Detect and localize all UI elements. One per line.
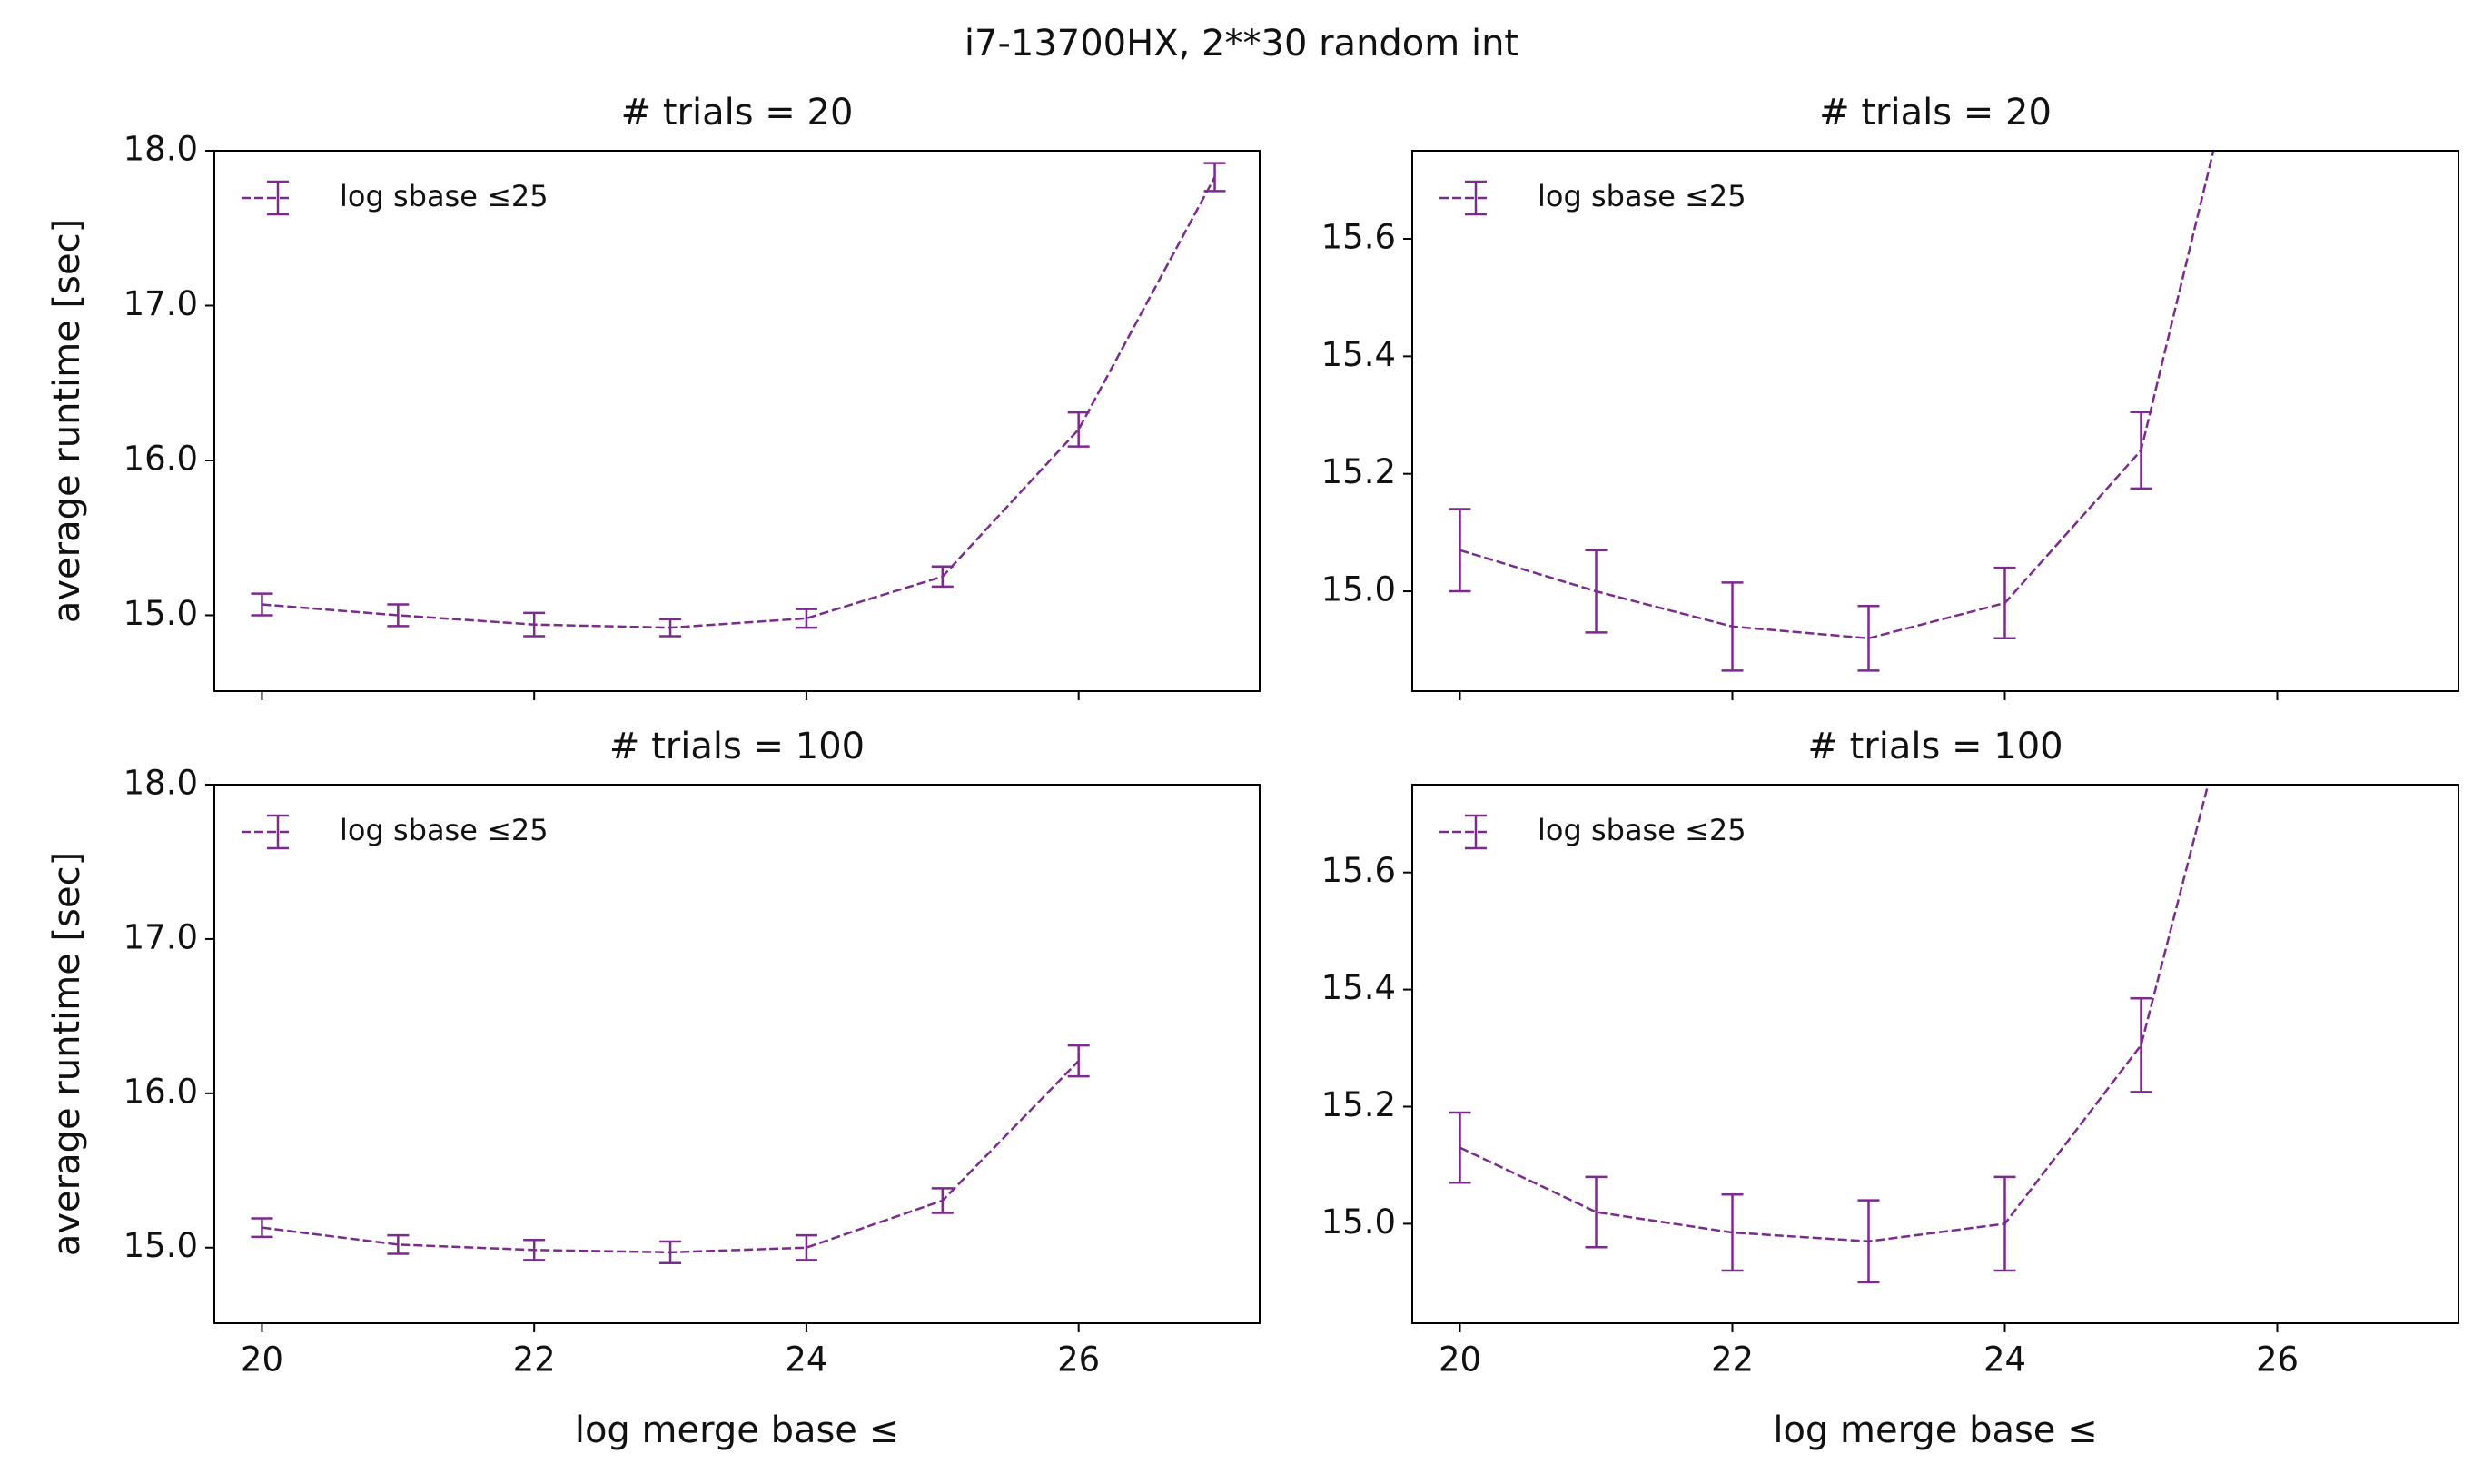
y-tick-label: 15.0 xyxy=(124,1226,198,1265)
y-tick-label: 18.0 xyxy=(124,130,198,169)
y-tick-label: 15.0 xyxy=(124,594,198,633)
x-axis-label: log merge base ≤ xyxy=(1773,1410,2097,1451)
legend-entry xyxy=(1439,180,1487,216)
y-tick-label: 17.0 xyxy=(124,284,198,323)
x-tick-label: 20 xyxy=(241,1341,283,1380)
y-tick-label: 15.0 xyxy=(1321,1202,1396,1242)
x-tick-label: 26 xyxy=(2256,1341,2299,1380)
axes-frame xyxy=(1411,784,2459,1324)
legend-entry xyxy=(1439,814,1487,850)
error-bar xyxy=(931,1187,954,1214)
y-tick-label: 15.6 xyxy=(1321,851,1396,890)
error-bar xyxy=(659,1240,682,1264)
error-bar xyxy=(795,1233,817,1261)
error-bar xyxy=(1449,508,1471,593)
legend-entry xyxy=(242,814,289,850)
y-tick-label: 15.2 xyxy=(1321,1085,1396,1124)
plot-area xyxy=(251,1044,1090,1264)
x-tick-label: 22 xyxy=(1711,1341,1754,1380)
plot-area xyxy=(1449,151,2215,672)
y-axis-label: average runtime [sec] xyxy=(46,219,88,623)
x-tick-label: 26 xyxy=(1057,1341,1100,1380)
subplot-title: # trials = 20 xyxy=(621,92,854,134)
y-tick-label: 15.2 xyxy=(1321,452,1396,491)
error-bar xyxy=(1857,1199,1880,1284)
y-tick-label: 15.4 xyxy=(1321,968,1396,1007)
error-bar xyxy=(1993,566,2016,640)
legend-label: log sbase ≤25 xyxy=(340,179,549,213)
error-bar xyxy=(1721,1192,1744,1272)
y-tick-label: 17.0 xyxy=(124,917,198,956)
y-tick-label: 15.0 xyxy=(1321,570,1396,609)
error-bar xyxy=(659,618,682,638)
y-tick-label: 15.6 xyxy=(1321,218,1396,257)
error-bar xyxy=(1585,549,1608,634)
x-tick-label: 22 xyxy=(513,1341,556,1380)
subplot-title: # trials = 20 xyxy=(1819,92,2052,134)
y-tick-label: 18.0 xyxy=(124,764,198,803)
error-bar xyxy=(795,608,817,629)
x-tick-label: 24 xyxy=(785,1341,827,1380)
error-bar xyxy=(387,603,410,628)
series-line xyxy=(262,1060,1080,1254)
y-tick-label: 15.4 xyxy=(1321,335,1396,374)
legend-entry xyxy=(242,180,289,216)
error-bar xyxy=(1067,1044,1090,1078)
axes-frame xyxy=(1411,150,2459,692)
error-bar xyxy=(1067,411,1090,448)
series-line xyxy=(262,176,1216,629)
error-bar xyxy=(1585,1175,1608,1249)
legend-label: log sbase ≤25 xyxy=(1538,813,1746,847)
axes-frame xyxy=(213,150,1261,692)
x-tick-label: 20 xyxy=(1439,1341,1481,1380)
legend-label: log sbase ≤25 xyxy=(340,813,549,847)
figure-title: i7-13700HX, 2**30 random int xyxy=(965,23,1518,64)
subplot-title: # trials = 100 xyxy=(609,726,865,767)
error-bar xyxy=(1721,581,1744,672)
error-bar xyxy=(2130,997,2152,1093)
axes-frame xyxy=(213,784,1261,1324)
y-tick-label: 16.0 xyxy=(124,439,198,478)
error-bar xyxy=(1993,1175,2016,1272)
series-line xyxy=(1459,151,2215,640)
error-bar xyxy=(387,1233,410,1255)
error-bar xyxy=(1449,1111,1471,1184)
error-bar xyxy=(931,565,954,589)
plot-area xyxy=(251,162,1226,638)
error-bar xyxy=(1203,162,1226,193)
error-bar xyxy=(523,611,546,638)
error-bar xyxy=(251,592,273,617)
y-tick-label: 16.0 xyxy=(124,1072,198,1111)
plot-area xyxy=(1449,457,2289,1284)
x-tick-label: 24 xyxy=(1983,1341,2026,1380)
y-axis-label: average runtime [sec] xyxy=(46,852,88,1256)
error-bar xyxy=(251,1217,273,1239)
error-bar xyxy=(523,1238,546,1261)
error-bar xyxy=(2130,411,2152,490)
error-bar xyxy=(1857,604,1880,672)
x-axis-label: log merge base ≤ xyxy=(575,1410,899,1451)
legend-label: log sbase ≤25 xyxy=(1538,179,1746,213)
subplot-title: # trials = 100 xyxy=(1807,726,2063,767)
error-bar xyxy=(2267,457,2289,574)
